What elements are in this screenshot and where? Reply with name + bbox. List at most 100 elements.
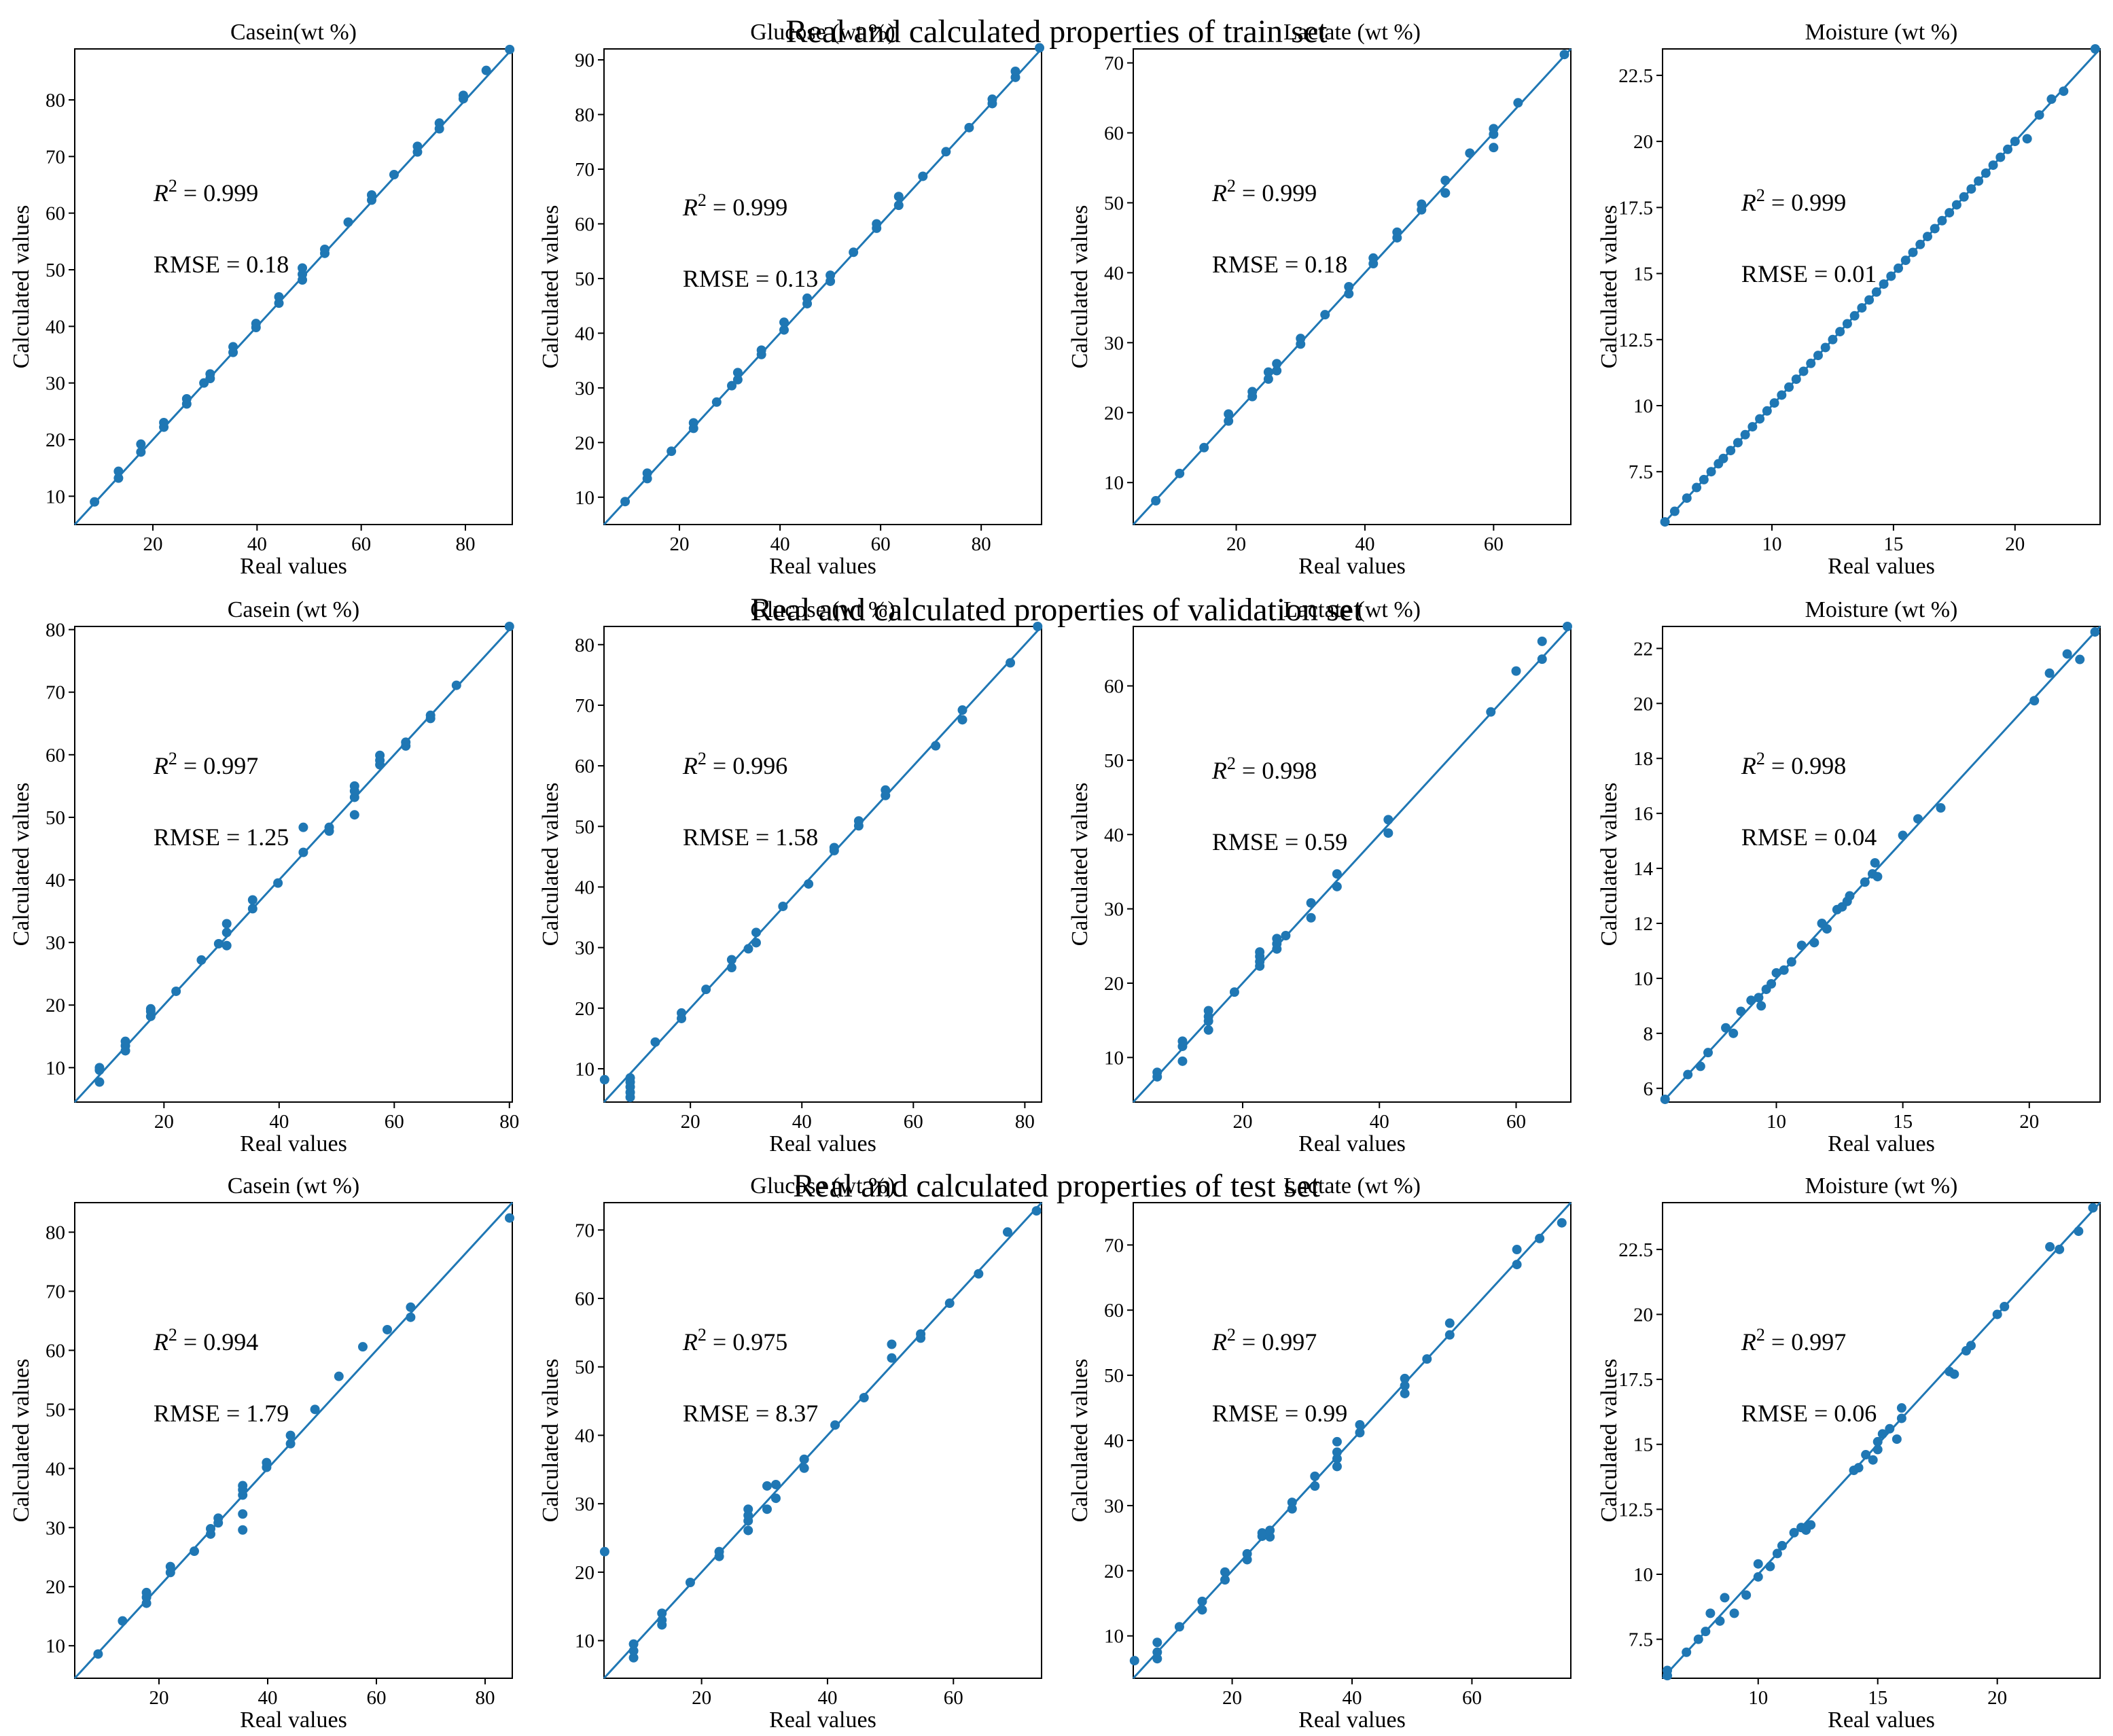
x-axis-label: Real values	[1828, 1131, 1935, 1156]
data-point	[778, 901, 788, 911]
data-point	[685, 1577, 695, 1587]
y-tick-label: 50	[1104, 1365, 1124, 1387]
x-tick-label: 20	[143, 533, 163, 555]
data-point	[599, 1075, 609, 1085]
data-point	[298, 263, 308, 273]
data-point	[213, 938, 224, 949]
y-tick-label: 40	[575, 323, 594, 344]
data-point	[1287, 1504, 1297, 1514]
x-tick-label: 40	[258, 1687, 278, 1709]
y-axis-label: Calculated values	[1597, 205, 1622, 369]
data-point	[1886, 271, 1896, 281]
x-tick-label: 40	[770, 533, 790, 555]
data-point	[1766, 979, 1777, 989]
y-axis-label: Calculated values	[1067, 783, 1093, 946]
data-point	[1695, 1061, 1705, 1071]
y-tick-label: 10	[1104, 1626, 1124, 1648]
y-tick-label: 30	[1104, 1495, 1124, 1517]
panel-title: Moisture (wt %)	[1805, 20, 1958, 45]
x-tick-label: 20	[681, 1111, 700, 1133]
y-tick-label: 7.5	[1629, 1629, 1653, 1651]
x-tick-label: 20	[1987, 1687, 2007, 1709]
data-point	[1896, 1403, 1906, 1413]
plot-frame	[74, 626, 513, 1103]
data-point	[1740, 429, 1750, 440]
data-point	[1400, 1373, 1410, 1383]
data-point	[1663, 1665, 1673, 1676]
data-point	[677, 1008, 687, 1018]
y-tick-label: 20	[1633, 693, 1653, 715]
data-point	[1320, 310, 1330, 320]
y-tick-label: 70	[1104, 53, 1124, 75]
data-point	[1033, 622, 1043, 631]
x-tick-label: 20	[692, 1687, 711, 1709]
data-point	[1199, 442, 1209, 453]
y-tick-label: 60	[575, 756, 594, 777]
data-point	[830, 1420, 840, 1430]
y-axis-label: Calculated values	[1067, 205, 1093, 369]
data-point	[1820, 342, 1830, 353]
data-point	[481, 65, 491, 75]
x-tick-label: 20	[2019, 1111, 2039, 1133]
data-point	[1892, 1434, 1902, 1445]
x-tick-label: 40	[1370, 1111, 1389, 1133]
y-tick-label: 12.5	[1618, 1499, 1653, 1521]
row-title-train: Real and calculated properties of train …	[786, 14, 1328, 50]
y-tick-label: 22.5	[1618, 1239, 1653, 1261]
y-tick-label: 80	[46, 620, 65, 641]
data-point	[113, 473, 124, 483]
data-point	[1417, 199, 1427, 209]
y-axis-label: Calculated values	[538, 205, 563, 369]
data-point	[94, 1077, 105, 1087]
data-point	[298, 847, 308, 857]
data-point	[2046, 94, 2057, 104]
data-point	[1966, 184, 1976, 194]
data-point	[1809, 938, 1819, 948]
data-point	[667, 446, 677, 457]
y-tick-label: 50	[1104, 750, 1124, 772]
data-point	[434, 118, 444, 128]
data-point	[853, 816, 864, 826]
panel-title: Glucose (wt %)	[750, 1173, 895, 1199]
r2-annotation: R2 = 0.998	[1741, 749, 1846, 779]
plot-frame	[1662, 1202, 2101, 1679]
data-point	[136, 447, 146, 457]
data-point	[1400, 1381, 1410, 1391]
panel-1-1: Glucose (wt %) 20 40 60 80 10 20 30 40 50 60 70 80 Re…	[538, 597, 1043, 1156]
x-tick-label: 80	[499, 1111, 519, 1133]
y-tick-label: 80	[575, 105, 594, 126]
data-point	[1444, 1330, 1455, 1340]
data-point	[657, 1615, 667, 1625]
data-point	[1765, 1561, 1775, 1572]
data-point	[931, 741, 941, 751]
y-tick-label: 10	[575, 1059, 594, 1080]
data-point	[274, 292, 284, 302]
x-tick-label: 60	[944, 1687, 963, 1709]
y-tick-label: 60	[1104, 1300, 1124, 1322]
data-point	[628, 1646, 639, 1656]
data-point	[1721, 1023, 1731, 1033]
data-point	[2000, 1302, 2010, 1312]
data-point	[1879, 279, 1889, 289]
data-point	[2090, 627, 2100, 637]
data-point	[1175, 468, 1185, 478]
rmse-annotation: RMSE = 0.99	[1212, 1400, 1347, 1427]
data-point	[2022, 134, 2032, 144]
data-point	[1736, 1006, 1746, 1016]
y-axis-label: Calculated values	[9, 783, 34, 946]
y-axis-label: Calculated values	[9, 1359, 34, 1523]
data-point	[1177, 1036, 1188, 1046]
data-point	[120, 1036, 130, 1046]
data-point	[1513, 98, 1523, 108]
data-point	[298, 822, 308, 832]
data-point	[367, 190, 376, 200]
data-point	[1002, 1227, 1012, 1237]
r2-annotation: R2 = 0.975	[682, 1325, 787, 1356]
data-point	[1937, 215, 1947, 226]
data-point	[732, 368, 743, 378]
x-axis-label: Real values	[1828, 1707, 1935, 1733]
y-tick-label: 70	[46, 682, 65, 704]
data-point	[1885, 1423, 1895, 1434]
data-point	[1915, 239, 1925, 249]
plot-frame	[74, 1202, 513, 1679]
